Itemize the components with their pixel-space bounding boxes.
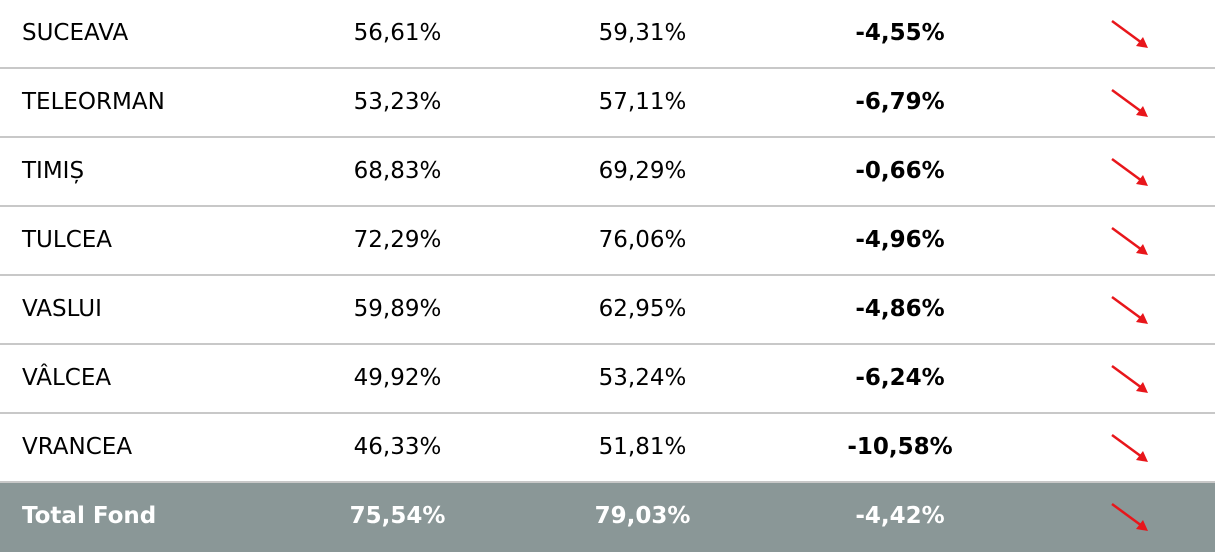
- table-cell: VRANCEA: [22, 434, 133, 460]
- table-cell: 59,31%: [598, 20, 687, 46]
- table-cell: 75,54%: [349, 503, 446, 529]
- table-cell: -4,55%: [855, 20, 945, 46]
- arrow-line: [1111, 433, 1143, 459]
- arrow-line: [1111, 157, 1143, 183]
- table-cell: SUCEAVA: [22, 20, 129, 46]
- table-cell: VÂLCEA: [22, 365, 112, 391]
- table-cell: TIMIȘ: [22, 158, 85, 184]
- table-cell: 62,95%: [598, 296, 687, 322]
- table-cell: Total Fond: [22, 503, 157, 529]
- total-row: Total Fond 75,54% 79,03% -4,42%: [0, 483, 1215, 552]
- arrow-head: [1136, 106, 1148, 117]
- table-row: TIMIȘ 68,83% 69,29% -0,66%: [0, 138, 1215, 207]
- table-row: TELEORMAN 53,23% 57,11% -6,79%: [0, 69, 1215, 138]
- arrow-line: [1111, 19, 1143, 45]
- arrow-head: [1136, 520, 1148, 531]
- table-cell: 51,81%: [598, 434, 687, 460]
- trend-arrow: [1111, 19, 1148, 48]
- arrow-line: [1111, 88, 1143, 114]
- table-cell: 69,29%: [598, 158, 687, 184]
- table-cell: -10,58%: [847, 434, 953, 460]
- table-cell: -6,24%: [855, 365, 945, 391]
- table-cell: 68,83%: [353, 158, 442, 184]
- table-cell: 46,33%: [353, 434, 442, 460]
- trend-arrow: [1111, 157, 1148, 186]
- table-cell: -0,66%: [855, 158, 945, 184]
- table-row: TULCEA 72,29% 76,06% -4,96%: [0, 207, 1215, 276]
- arrow-head: [1136, 244, 1148, 255]
- table-cell: -6,79%: [855, 89, 945, 115]
- table-cell: TELEORMAN: [22, 89, 165, 115]
- table-cell: 57,11%: [598, 89, 687, 115]
- table-cell: 72,29%: [353, 227, 442, 253]
- arrow-line: [1111, 502, 1143, 528]
- trend-arrow: [1111, 88, 1148, 117]
- arrow-line: [1111, 226, 1143, 252]
- trend-arrow: [1111, 226, 1148, 255]
- table-cell: VASLUI: [22, 296, 102, 322]
- table-cell: TULCEA: [22, 227, 113, 253]
- arrow-line: [1111, 364, 1143, 390]
- table-cell: 79,03%: [594, 503, 691, 529]
- trend-arrow: [1111, 433, 1148, 462]
- table-cell: 53,23%: [353, 89, 442, 115]
- table-row: VÂLCEA 49,92% 53,24% -6,24%: [0, 345, 1215, 414]
- table-cell: 56,61%: [353, 20, 442, 46]
- table-row: SUCEAVA 56,61% 59,31% -4,55%: [0, 0, 1215, 69]
- table-cell: 76,06%: [598, 227, 687, 253]
- trend-arrow: [1111, 364, 1148, 393]
- arrow-head: [1136, 313, 1148, 324]
- arrow-head: [1136, 451, 1148, 462]
- arrow-head: [1136, 175, 1148, 186]
- arrow-line: [1111, 295, 1143, 321]
- trend-arrow: [1111, 295, 1148, 324]
- arrow-head: [1136, 382, 1148, 393]
- table-row: VRANCEA 46,33% 51,81% -10,58%: [0, 414, 1215, 483]
- table-cell: 49,92%: [353, 365, 442, 391]
- table-cell: 59,89%: [353, 296, 442, 322]
- table-row: VASLUI 59,89% 62,95% -4,86%: [0, 276, 1215, 345]
- table-cell: -4,86%: [855, 296, 945, 322]
- arrow-head: [1136, 37, 1148, 48]
- table-cell: -4,96%: [855, 227, 945, 253]
- table-cell: -4,42%: [855, 503, 945, 529]
- trend-arrow: [1111, 502, 1148, 531]
- table-cell: 53,24%: [598, 365, 687, 391]
